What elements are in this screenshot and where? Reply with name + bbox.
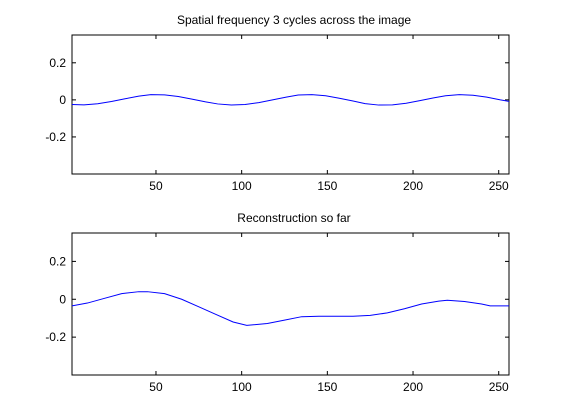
- bottom-xtick-label: 100: [232, 380, 252, 394]
- top-ytick-label: 0.2: [49, 56, 66, 70]
- bottom-xtick-label: 200: [403, 380, 423, 394]
- top-series-line: [71, 94, 510, 106]
- bottom-subplot-title: Reconstruction so far: [237, 211, 350, 225]
- top-subplot: Spatial frequency 3 cycles across the im…: [45, 13, 510, 193]
- bottom-ticks: 50 100 150 200 250 0.2 0 -0.2: [45, 233, 509, 394]
- bottom-ytick-label: 0.2: [49, 254, 66, 268]
- top-xtick-label: 250: [489, 179, 509, 193]
- top-subplot-title: Spatial frequency 3 cycles across the im…: [177, 13, 411, 27]
- top-xtick-label: 100: [232, 179, 252, 193]
- top-xtick-label: 150: [317, 179, 337, 193]
- top-ytick-label: 0: [59, 93, 66, 107]
- top-ticks: 50 100 150 200 250 0.2 0 -0.2: [45, 35, 509, 193]
- top-ytick-label: -0.2: [45, 130, 66, 144]
- bottom-xtick-label: 50: [149, 380, 163, 394]
- bottom-subplot: Reconstruction so far 50 100 150 200 250 0.2 0…: [45, 211, 510, 394]
- top-xtick-label: 200: [403, 179, 423, 193]
- bottom-ytick-label: -0.2: [45, 330, 66, 344]
- bottom-xtick-label: 250: [489, 380, 509, 394]
- top-plot-area: [71, 34, 510, 175]
- bottom-xtick-label: 150: [317, 380, 337, 394]
- bottom-ytick-label: 0: [59, 292, 66, 306]
- top-xtick-label: 50: [149, 179, 163, 193]
- bottom-series-line: [71, 291, 509, 326]
- bottom-plot-area: [71, 232, 510, 376]
